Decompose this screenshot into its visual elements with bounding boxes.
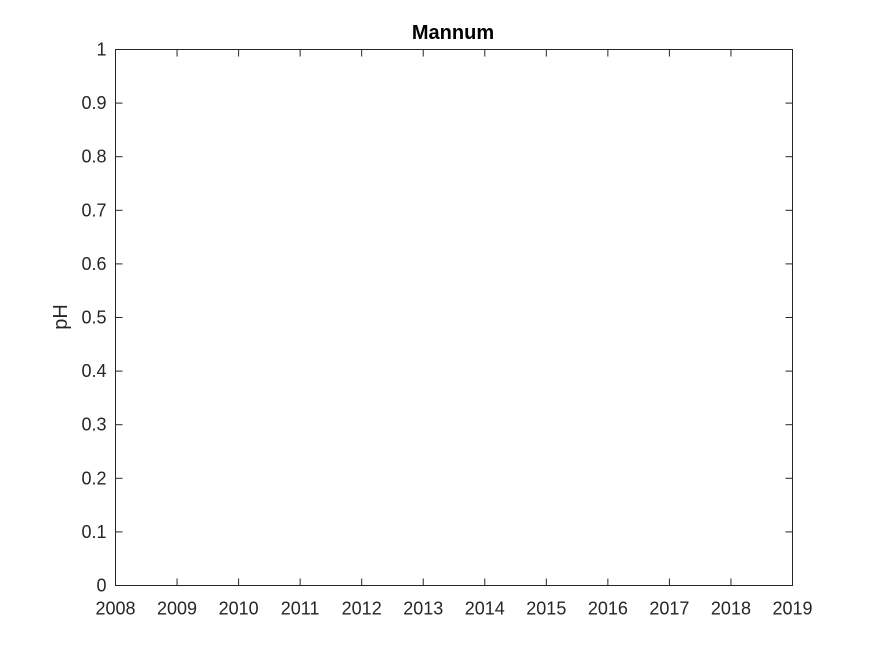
x-tick-label: 2009	[157, 599, 197, 619]
x-axis-ticks: 2008 2009 2010 2011 2012 2013 2014 2015 2016 2017…	[95, 49, 813, 619]
y-tick-label: 0.6	[81, 254, 106, 274]
plot-area	[115, 49, 793, 586]
x-tick-label: 2008	[95, 599, 135, 619]
x-tick-label: 2012	[342, 599, 382, 619]
x-tick-label: 2018	[711, 599, 751, 619]
x-tick-label: 2016	[588, 599, 628, 619]
y-tick-label: 0.2	[81, 468, 106, 488]
y-tick-label: 0.9	[81, 93, 106, 113]
y-axis-ticks: 0 0.1 0.2 0.3 0.4 0.5 0.6 0.7 0.8 0.9 1	[81, 40, 793, 596]
y-tick-label: 0.8	[81, 147, 106, 167]
y-tick-label: 0.5	[81, 308, 106, 328]
y-tick-label: 0	[96, 576, 106, 596]
y-tick-label: 0.3	[81, 415, 106, 435]
x-tick-label: 2015	[526, 599, 566, 619]
y-axis-label: pH	[50, 304, 72, 330]
x-tick-label: 2014	[465, 599, 505, 619]
x-tick-label: 2013	[403, 599, 443, 619]
x-tick-label: 2017	[649, 599, 689, 619]
y-tick-label: 0.1	[81, 522, 106, 542]
x-tick-label: 2010	[219, 599, 259, 619]
y-tick-label: 1	[96, 40, 106, 60]
y-tick-label: 0.7	[81, 200, 106, 220]
chart-title: Mannum	[412, 22, 494, 44]
x-tick-label: 2019	[772, 599, 812, 619]
x-tick-label: 2011	[281, 599, 320, 619]
y-tick-label: 0.4	[81, 361, 106, 381]
